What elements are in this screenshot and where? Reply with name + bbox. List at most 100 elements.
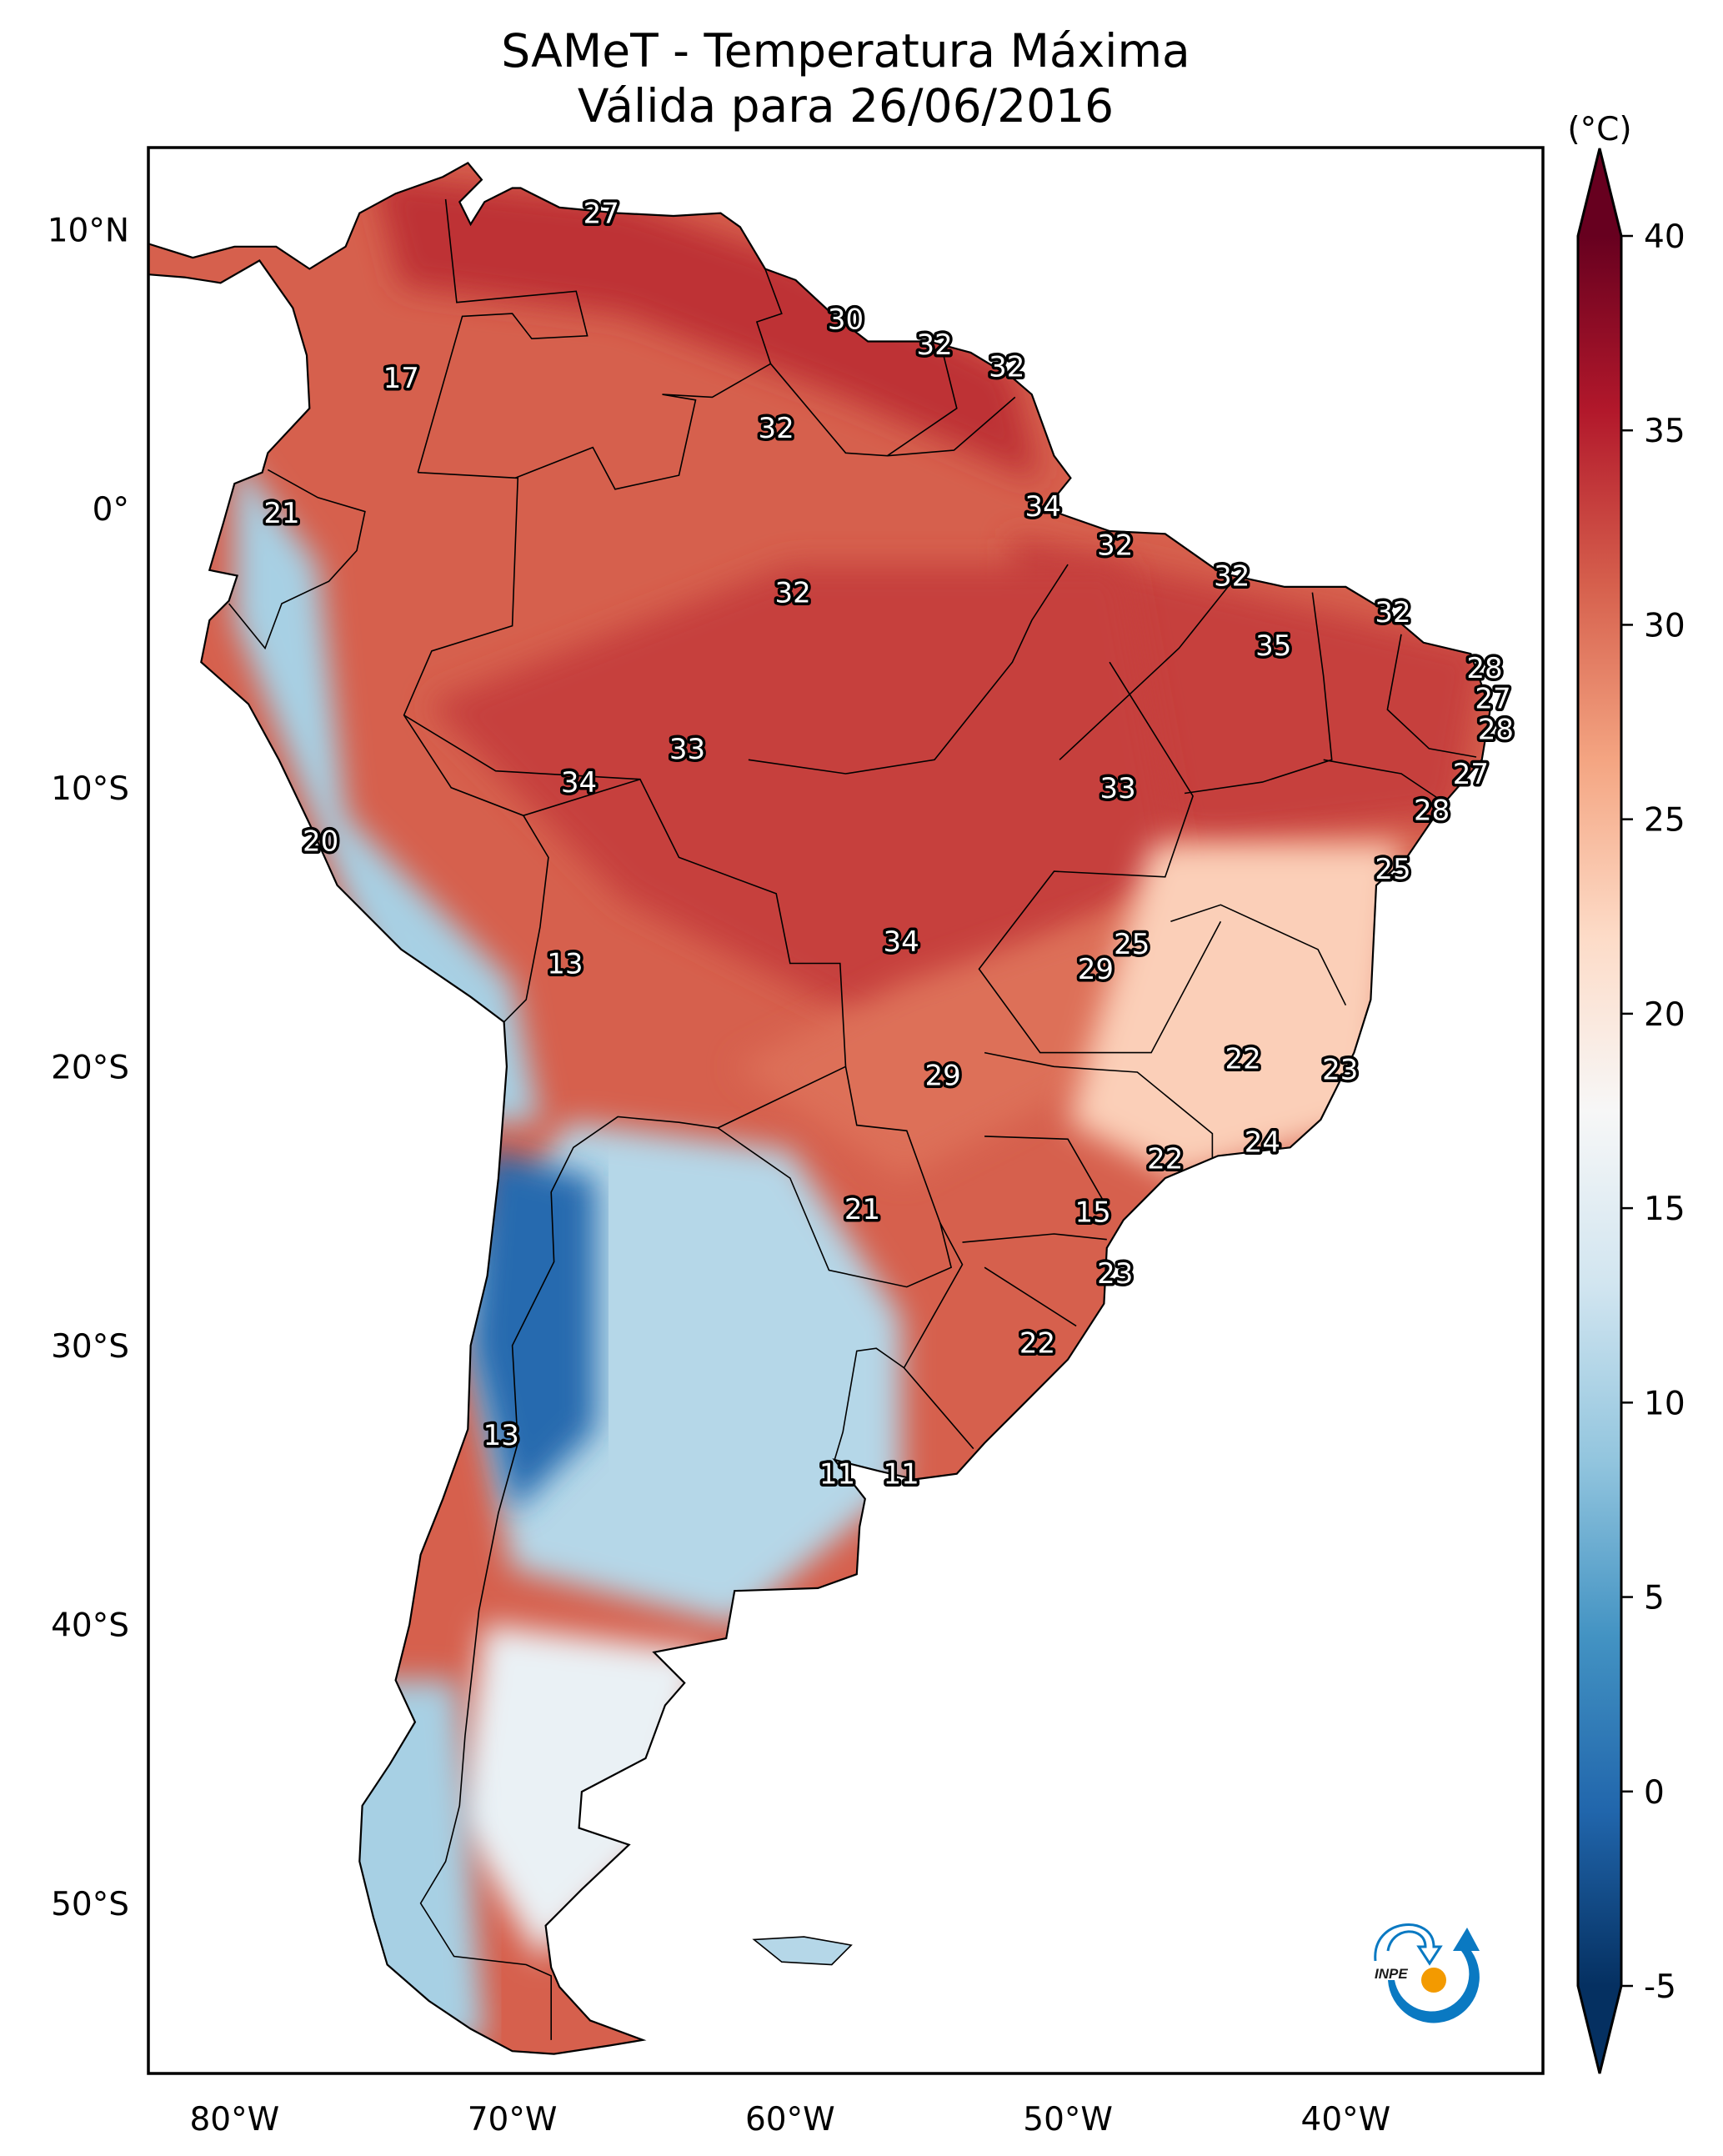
temperature-value-label: 34: [884, 925, 919, 959]
border-line: [523, 778, 641, 816]
logo-arrow-icon: [1388, 1928, 1480, 2023]
colorbar-body: [1578, 236, 1621, 1986]
colorbar-tick-label: 20: [1644, 996, 1685, 1034]
field-region-north-coast-hot: [373, 173, 1040, 481]
temperature-value-label: 13: [547, 948, 583, 981]
temperature-value-label: 27: [1453, 758, 1489, 791]
field-region-amazon-hot: [428, 564, 1180, 1039]
falkland-islands: [752, 1936, 853, 1966]
border-line: [228, 469, 366, 650]
x-tick-label: 40°W: [1301, 2101, 1391, 2138]
colorbar-tick-label: 25: [1644, 802, 1685, 840]
temperature-value-label: 30: [828, 303, 864, 337]
border-line: [1059, 578, 1235, 760]
border-line: [1170, 904, 1347, 1006]
country-borders: [148, 161, 1491, 2055]
x-tick-label: 60°W: [745, 2101, 835, 2138]
y-tick-label: 30°S: [51, 1328, 129, 1366]
border-line: [717, 1066, 953, 1288]
colorbar-tick-label: 35: [1644, 413, 1685, 450]
temperature-value-label: 32: [917, 328, 953, 362]
border-line: [403, 471, 549, 1023]
border-line: [962, 1233, 1107, 1243]
temperature-value-label: 21: [844, 1193, 880, 1226]
temperature-value-label: 22: [1019, 1327, 1055, 1361]
temperature-value-label: 32: [759, 412, 794, 445]
field-region-andes-cold: [234, 453, 540, 1123]
temperature-value-label: 23: [1097, 1257, 1133, 1291]
temperature-value-label: 17: [383, 362, 419, 395]
colorbar-unit-label: (°C): [1567, 111, 1631, 148]
logo-sun-icon: [1421, 1968, 1446, 1993]
temperature-value-label: 21: [263, 497, 299, 530]
y-axis: 10°N 0° 10°S 20°S 30°S 40°S 50°S: [48, 213, 129, 1923]
border-line: [887, 396, 1016, 457]
y-tick-label: 20°S: [51, 1049, 129, 1086]
temperature-value-label: 25: [1375, 853, 1410, 886]
x-tick-label: 80°W: [189, 2101, 279, 2138]
temperature-value-label: 28: [1414, 795, 1450, 828]
border-line: [1323, 759, 1444, 803]
y-tick-label: 10°N: [48, 213, 129, 250]
temperature-value-label: 28: [1478, 714, 1514, 747]
colorbar-tick-label: 15: [1644, 1191, 1685, 1228]
temperature-value-label: 34: [1024, 490, 1060, 524]
border-line: [984, 1051, 1214, 1159]
y-tick-label: 40°S: [51, 1607, 129, 1644]
temperature-value-label: 20: [303, 825, 338, 858]
border-line: [1386, 634, 1477, 758]
logo-text: INPE: [1375, 1966, 1408, 1982]
temperature-value-label: 32: [1097, 529, 1133, 563]
temperature-value-label: 27: [1475, 683, 1510, 716]
border-line: [419, 1065, 846, 2040]
coastline: [148, 161, 1491, 2055]
x-tick-label: 70°W: [468, 2101, 558, 2138]
temperature-value-label: 22: [1147, 1143, 1183, 1176]
colorbar-tick-label: 30: [1644, 607, 1685, 644]
map-frame: [147, 146, 1545, 2075]
temperature-value-label: 23: [1322, 1054, 1358, 1087]
temperature-value-label: 13: [483, 1419, 519, 1452]
colorbar-extend-min: [1578, 1986, 1621, 2073]
border-line: [1184, 592, 1333, 795]
field-region-central-brazil: [734, 899, 1152, 1179]
y-tick-label: 10°S: [51, 770, 129, 808]
colorbar-tick-label: -5: [1644, 1968, 1676, 2006]
temperature-value-label: 32: [989, 351, 1024, 384]
temperature-value-label: 35: [1255, 629, 1291, 663]
temperature-value-label: 28: [1466, 652, 1502, 685]
x-axis: 80°W 70°W 60°W 50°W 40°W: [189, 2101, 1390, 2138]
x-tick-label: 50°W: [1023, 2101, 1113, 2138]
colorbar-tick-label: 10: [1644, 1385, 1685, 1422]
colorbar-tick-label: 0: [1644, 1774, 1665, 1812]
temperature-value-label: 32: [775, 577, 811, 610]
chart-title: SAMeT - Temperatura Máxima Válida para 2…: [148, 23, 1543, 133]
temperature-value-label: 32: [1375, 596, 1410, 629]
temperature-value-label: 25: [1114, 928, 1150, 961]
colorbar-tick-label: 40: [1644, 218, 1685, 256]
field-region-southeast-brazil: [1068, 843, 1401, 1179]
border-line: [978, 661, 1222, 1054]
title-line-1: SAMeT - Temperatura Máxima: [501, 24, 1190, 78]
temperature-value-label: 29: [925, 1059, 961, 1092]
temperature-field: [148, 163, 1490, 2054]
temperature-value-label: 15: [1074, 1196, 1110, 1229]
temperature-field-land: [148, 163, 1490, 2054]
logo-swirl-icon: [1374, 1923, 1443, 1966]
temperature-value-label: 27: [584, 198, 619, 231]
field-region-andes-very-cold: [470, 1150, 596, 1513]
inpe-logo: INPE: [1374, 1923, 1480, 2023]
border-line: [748, 564, 1069, 775]
colorbar-tick-label: 5: [1644, 1580, 1665, 1617]
temperature-value-label: 33: [669, 733, 705, 766]
border-line: [514, 268, 783, 490]
title-line-2: Válida para 26/06/2016: [577, 79, 1114, 133]
border-line: [984, 1136, 1110, 1212]
temperature-value-label: 22: [1225, 1042, 1260, 1075]
y-tick-label: 0°: [93, 491, 129, 529]
colorbar-extend-max: [1578, 148, 1621, 236]
border-line: [834, 1222, 964, 1461]
border-line: [903, 1367, 974, 1450]
temperature-value-label: 11: [884, 1458, 919, 1492]
